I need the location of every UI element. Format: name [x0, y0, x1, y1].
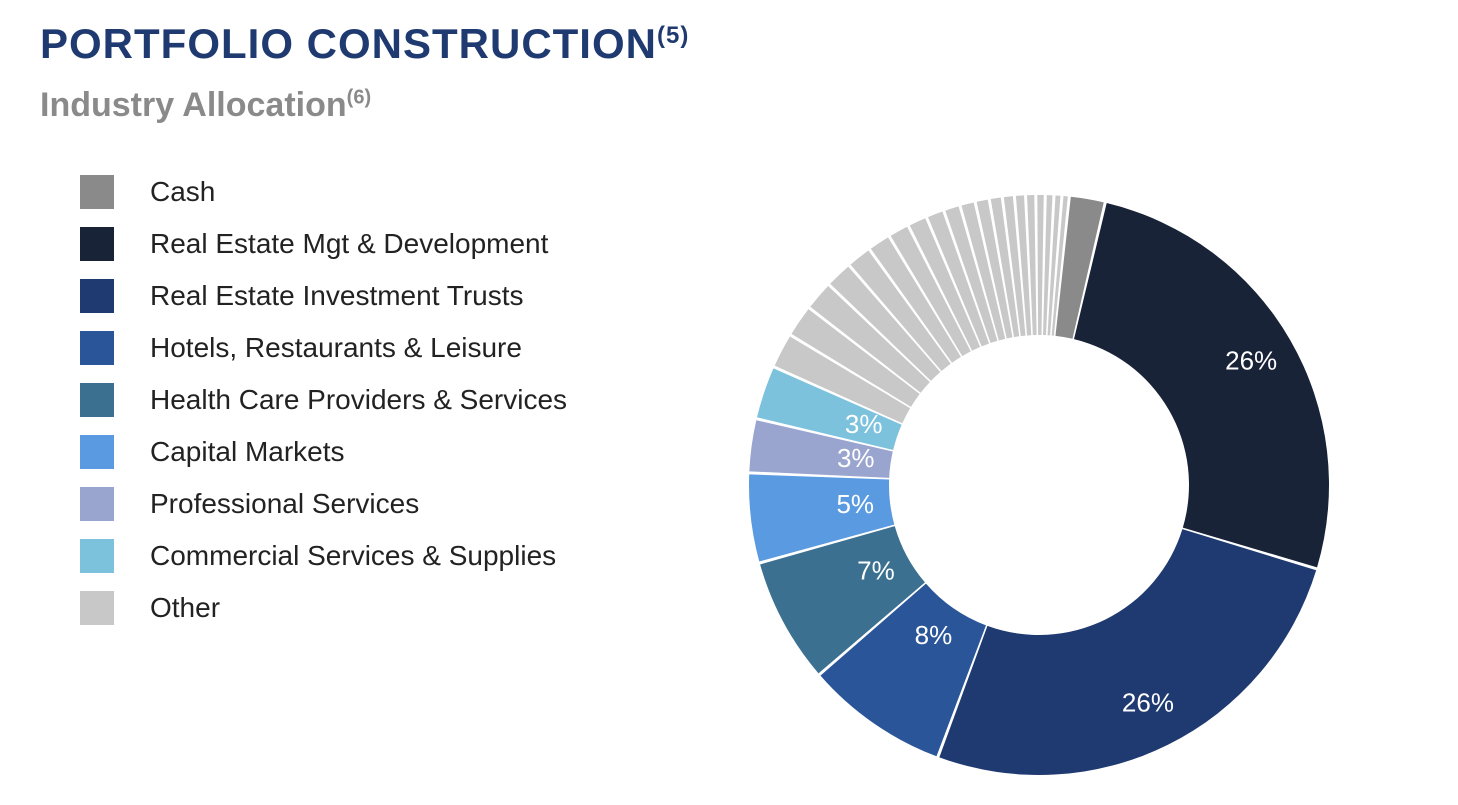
donut-slice-label: 3% — [845, 409, 883, 439]
legend-swatch — [80, 591, 114, 625]
donut-slice-label: 7% — [857, 555, 895, 585]
legend-swatch — [80, 435, 114, 469]
subtitle-sup: (6) — [347, 87, 371, 109]
legend-item: Health Care Providers & Services — [80, 383, 660, 417]
legend-item: Real Estate Investment Trusts — [80, 279, 660, 313]
legend-label: Hotels, Restaurants & Leisure — [150, 332, 522, 364]
donut-slice — [1074, 203, 1329, 567]
legend-label: Health Care Providers & Services — [150, 384, 567, 416]
legend-item: Other — [80, 591, 660, 625]
donut-slice-label: 5% — [836, 489, 874, 519]
title-sup: (5) — [657, 22, 689, 49]
legend: Cash Real Estate Mgt & Development Real Es… — [40, 165, 660, 643]
legend-label: Real Estate Mgt & Development — [150, 228, 548, 260]
donut-chart: 26% 26% 8% 7% 5% 3% 3% — [719, 165, 1359, 805]
legend-item: Professional Services — [80, 487, 660, 521]
legend-label: Commercial Services & Supplies — [150, 540, 556, 572]
subtitle-main: Industry Allocation — [40, 86, 347, 124]
donut-slice — [939, 529, 1316, 775]
legend-label: Cash — [150, 176, 215, 208]
legend-swatch — [80, 279, 114, 313]
donut-slice-label: 26% — [1122, 687, 1174, 717]
chart-container: 26% 26% 8% 7% 5% 3% 3% — [660, 165, 1418, 805]
donut-slice-label: 3% — [837, 443, 875, 473]
legend-swatch — [80, 175, 114, 209]
legend-item: Commercial Services & Supplies — [80, 539, 660, 573]
legend-item: Real Estate Mgt & Development — [80, 227, 660, 261]
legend-label: Other — [150, 592, 220, 624]
legend-swatch — [80, 331, 114, 365]
legend-label: Real Estate Investment Trusts — [150, 280, 524, 312]
donut-slice-label: 26% — [1225, 345, 1277, 375]
legend-item: Hotels, Restaurants & Leisure — [80, 331, 660, 365]
legend-item: Capital Markets — [80, 435, 660, 469]
legend-swatch — [80, 227, 114, 261]
donut-slice-other — [1037, 195, 1043, 335]
donut-slice-label: 8% — [915, 620, 953, 650]
page-subtitle: Industry Allocation(6) — [40, 86, 1418, 125]
content-row: Cash Real Estate Mgt & Development Real Es… — [40, 165, 1418, 805]
page-title: PORTFOLIO CONSTRUCTION(5) — [40, 20, 1418, 68]
legend-item: Cash — [80, 175, 660, 209]
legend-swatch — [80, 539, 114, 573]
title-main: PORTFOLIO CONSTRUCTION — [40, 20, 657, 67]
legend-label: Capital Markets — [150, 436, 345, 468]
legend-label: Professional Services — [150, 488, 419, 520]
legend-swatch — [80, 383, 114, 417]
legend-swatch — [80, 487, 114, 521]
